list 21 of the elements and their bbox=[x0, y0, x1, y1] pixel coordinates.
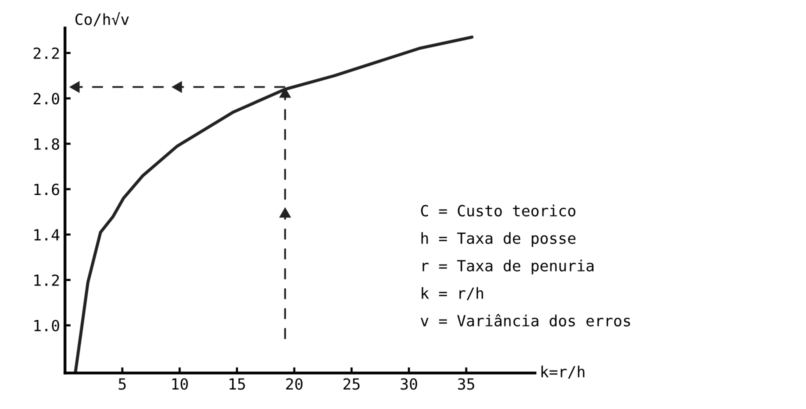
y-tick-label: 2.2 bbox=[34, 47, 59, 59]
annotation: h = Taxa de posse bbox=[421, 232, 576, 247]
annotation: v = Variância dos erros bbox=[420, 314, 630, 326]
annotation: r = Taxa de penuria bbox=[422, 260, 594, 274]
x-tick-label: 20 bbox=[286, 378, 302, 390]
x-axis-title: k=r/h bbox=[541, 366, 584, 379]
y-tick-label: 2.0 bbox=[34, 92, 60, 104]
y-tick-label: 1.8 bbox=[34, 138, 60, 150]
y-tick-label: 1.4 bbox=[34, 229, 60, 240]
x-tick-label: 30 bbox=[400, 378, 418, 390]
y-tick-label: 1.2 bbox=[34, 274, 59, 286]
x-tick-label: 15 bbox=[230, 378, 245, 390]
x-tick-label: 10 bbox=[172, 378, 188, 390]
x-tick-label: 5 bbox=[118, 378, 126, 390]
y-axis-title: Co/h√v bbox=[75, 12, 129, 26]
annotation: k = r/h bbox=[422, 287, 484, 300]
annotation: C = Custo teorico bbox=[421, 204, 576, 216]
y-tick-label: 1.0 bbox=[34, 320, 60, 332]
x-tick-label: 25 bbox=[344, 378, 360, 390]
x-tick-label: 35 bbox=[458, 378, 474, 390]
y-tick-label: 1.6 bbox=[34, 184, 60, 196]
